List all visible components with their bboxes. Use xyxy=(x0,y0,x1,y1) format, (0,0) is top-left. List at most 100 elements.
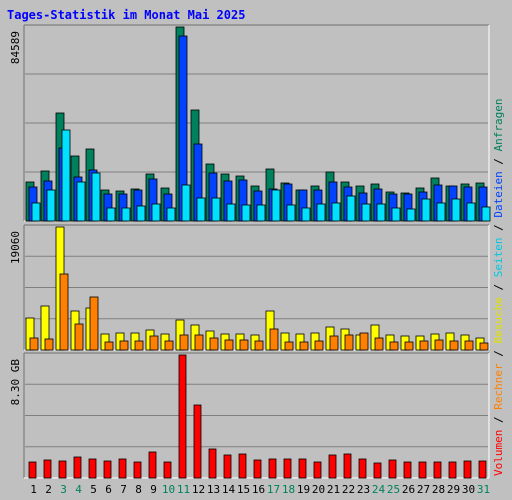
series-volumen xyxy=(28,354,487,479)
bar-seiten-day-7 xyxy=(121,207,131,222)
legend-separator: / xyxy=(492,218,505,238)
bar-rechner-day-7 xyxy=(119,340,129,351)
bar-rechner-day-15 xyxy=(239,339,249,351)
x-tick-label: 21 xyxy=(327,483,340,496)
panel-bottom: 8.30 GB xyxy=(9,352,490,479)
bar-volumen-day-25 xyxy=(388,459,397,479)
bar-volumen-day-4 xyxy=(73,456,82,479)
bar-rechner-day-14 xyxy=(224,339,234,351)
x-tick-label: 2 xyxy=(45,483,52,496)
legend-item-rechner: Rechner xyxy=(492,363,505,410)
bar-volumen-day-12 xyxy=(193,404,202,479)
bar-rechner-day-23 xyxy=(359,332,369,351)
bar-volumen-day-29 xyxy=(448,461,457,479)
bar-rechner-day-16 xyxy=(254,340,264,351)
x-tick-label: 30 xyxy=(462,483,475,496)
bar-volumen-day-19 xyxy=(298,458,307,479)
x-tick-label: 3 xyxy=(60,483,67,496)
bar-rechner-day-20 xyxy=(314,340,324,351)
bar-volumen-day-28 xyxy=(433,461,442,479)
panel-max-label: 8.30 GB xyxy=(9,359,22,406)
bar-seiten-day-11 xyxy=(181,184,191,222)
x-tick-label: 23 xyxy=(357,483,370,496)
legend-text: Volumen / Rechner / Besuche / Seiten / D… xyxy=(492,98,505,476)
bar-rechner-day-2 xyxy=(44,338,54,351)
bar-rechner-day-4 xyxy=(74,323,84,351)
panel-max-label: 19060 xyxy=(9,231,22,264)
x-tick-label: 26 xyxy=(402,483,415,496)
bar-seiten-day-18 xyxy=(286,204,296,222)
bar-seiten-day-23 xyxy=(361,203,371,222)
bar-volumen-day-16 xyxy=(253,459,262,479)
x-tick-label: 13 xyxy=(207,483,220,496)
bar-rechner-day-10 xyxy=(164,340,174,351)
bar-rechner-day-19 xyxy=(299,341,309,351)
legend-separator: / xyxy=(492,344,505,364)
bar-seiten-day-22 xyxy=(346,195,356,222)
x-tick-label: 20 xyxy=(312,483,325,496)
bar-seiten-day-9 xyxy=(151,203,161,222)
bar-volumen-day-2 xyxy=(43,459,52,479)
bar-seiten-day-19 xyxy=(301,207,311,222)
bar-volumen-day-1 xyxy=(28,461,37,479)
bar-seiten-day-30 xyxy=(466,202,476,222)
x-tick-label: 31 xyxy=(477,483,490,496)
x-tick-label: 16 xyxy=(252,483,265,496)
x-tick-label: 17 xyxy=(267,483,280,496)
chart-panels: 84589 19060 8.30 GB xyxy=(9,24,491,479)
bar-seiten-day-25 xyxy=(391,207,401,222)
bar-volumen-day-13 xyxy=(208,448,217,479)
bar-volumen-day-18 xyxy=(283,458,292,479)
x-tick-label: 22 xyxy=(342,483,355,496)
panel-top: 84589 xyxy=(9,24,491,222)
x-tick-label: 24 xyxy=(372,483,386,496)
bar-seiten-day-2 xyxy=(46,189,56,222)
x-tick-label: 18 xyxy=(282,483,295,496)
panel-max-label: 84589 xyxy=(9,31,22,64)
bar-seiten-day-27 xyxy=(421,198,431,222)
bar-volumen-day-23 xyxy=(358,458,367,479)
x-tick-label: 6 xyxy=(105,483,112,496)
x-tick-label: 19 xyxy=(297,483,310,496)
legend-separator: / xyxy=(492,410,505,430)
bar-volumen-day-9 xyxy=(148,451,157,479)
bar-seiten-day-10 xyxy=(166,207,176,222)
bar-volumen-day-27 xyxy=(418,461,427,479)
bar-rechner-day-1 xyxy=(29,337,39,351)
bar-rechner-day-13 xyxy=(209,337,219,351)
bar-rechner-day-3 xyxy=(59,273,69,351)
bar-rechner-day-27 xyxy=(419,340,429,351)
x-tick-label: 28 xyxy=(432,483,445,496)
legend-item-anfragen: Anfragen xyxy=(492,98,505,151)
chart-title: Tages-Statistik im Monat Mai 2025 xyxy=(7,8,245,22)
x-tick-label: 7 xyxy=(120,483,127,496)
bar-seiten-day-26 xyxy=(406,208,416,222)
bar-rechner-day-5 xyxy=(89,296,99,351)
legend-item-dateien: Dateien xyxy=(492,171,505,217)
bar-seiten-day-15 xyxy=(241,204,251,222)
legend-separator: / xyxy=(492,151,505,171)
bar-seiten-day-6 xyxy=(106,207,116,222)
bar-seiten-day-29 xyxy=(451,198,461,222)
x-axis-tick-labels: 1 2 3 4 5 6 7 8 9 10 11 12 13 14 15 16 17 18 19 20 21 22 23 24 2… xyxy=(30,483,490,496)
bar-rechner-day-29 xyxy=(449,340,459,351)
bar-rechner-day-28 xyxy=(434,339,444,351)
x-tick-label: 15 xyxy=(237,483,250,496)
x-tick-label: 12 xyxy=(192,483,205,496)
bar-seiten-day-5 xyxy=(91,172,101,222)
bar-volumen-day-10 xyxy=(163,461,172,479)
x-tick-label: 29 xyxy=(447,483,460,496)
bar-rechner-day-11 xyxy=(179,334,189,351)
bar-rechner-day-6 xyxy=(104,341,114,351)
bar-rechner-day-22 xyxy=(344,334,354,351)
bar-seiten-day-14 xyxy=(226,203,236,222)
bar-volumen-day-21 xyxy=(328,454,337,479)
x-tick-label: 8 xyxy=(135,483,142,496)
bar-seiten-day-1 xyxy=(31,202,41,222)
bar-seiten-day-28 xyxy=(436,202,446,222)
bar-rechner-day-18 xyxy=(284,341,294,351)
bar-volumen-day-30 xyxy=(463,460,472,479)
legend-separator: / xyxy=(492,277,505,297)
